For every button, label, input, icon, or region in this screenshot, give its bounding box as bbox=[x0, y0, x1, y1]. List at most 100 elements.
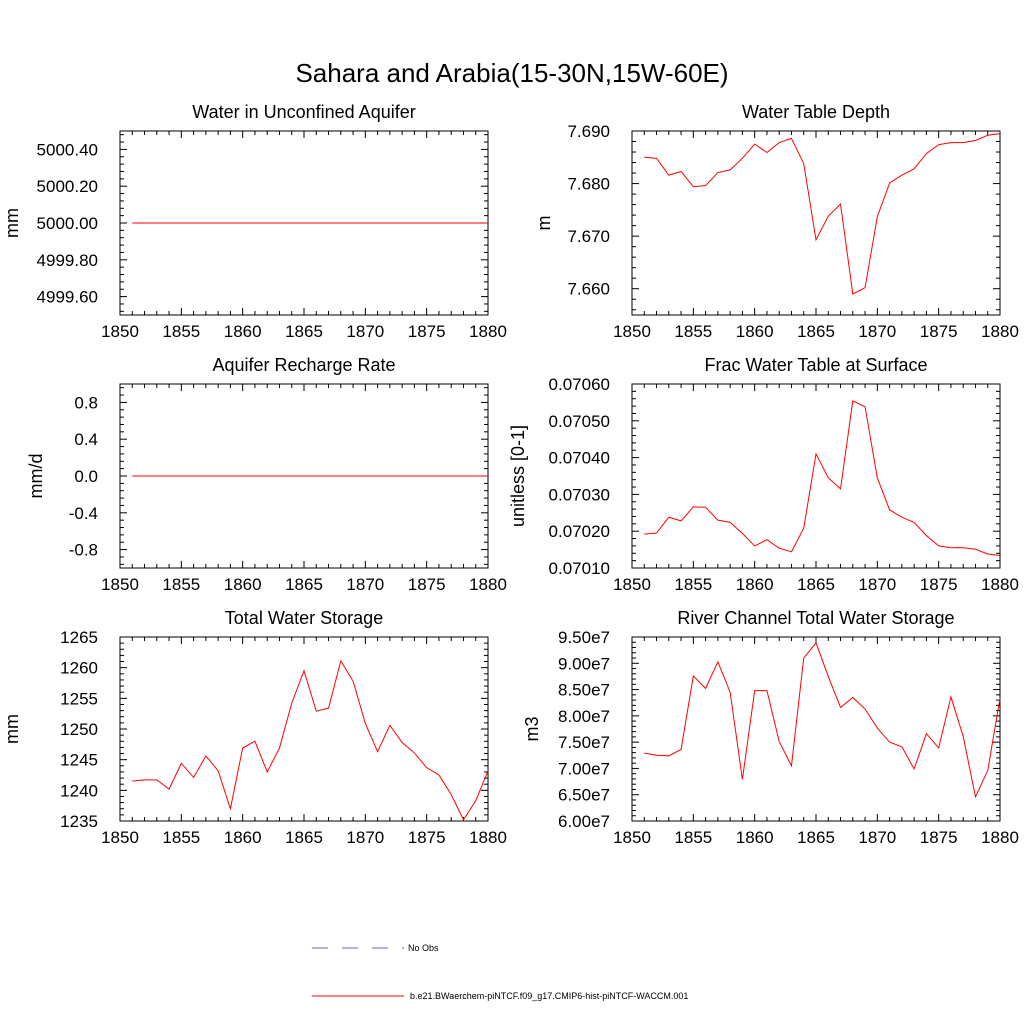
panel-river-channel-total-water-storage-series-line bbox=[644, 641, 1001, 799]
panel-frac-water-table-at-surface-x-tick-label: 1850 bbox=[613, 575, 651, 594]
panel-water-in-unconfined-aquifer-x-tick-label: 1850 bbox=[101, 322, 139, 341]
panel-river-channel-total-water-storage-y-tick-label: 7.00e7 bbox=[558, 759, 610, 778]
panel-water-table-depth-x-tick-label: 1870 bbox=[858, 322, 896, 341]
panel-aquifer-recharge-rate-x-tick-label: 1880 bbox=[469, 575, 507, 594]
panel-river-channel-total-water-storage-y-tick-label: 6.50e7 bbox=[558, 786, 610, 805]
panel-river-channel-total-water-storage-y-tick-label: 7.50e7 bbox=[558, 733, 610, 752]
panel-river-channel-total-water-storage-ylabel: m3 bbox=[522, 716, 542, 741]
panel-river-channel-total-water-storage-x-tick-label: 1880 bbox=[981, 828, 1019, 847]
panels: Water in Unconfined Aquifer 1850 1855 1860 1… bbox=[2, 102, 1019, 847]
panel-total-water-storage-title: Total Water Storage bbox=[225, 608, 383, 628]
panel-water-in-unconfined-aquifer-x-tick-label: 1855 bbox=[162, 322, 200, 341]
panel-frac-water-table-at-surface-series-line bbox=[644, 400, 1001, 556]
panel-water-table-depth-title: Water Table Depth bbox=[742, 102, 890, 122]
panel-water-in-unconfined-aquifer-x-tick-label: 1880 bbox=[469, 322, 507, 341]
panel-river-channel-total-water-storage-y-tick-label: 8.00e7 bbox=[558, 707, 610, 726]
panel-water-table-depth-x-tick-label: 1860 bbox=[736, 322, 774, 341]
panel-total-water-storage-x-tick-label: 1860 bbox=[224, 828, 262, 847]
panel-water-in-unconfined-aquifer-y-tick-label: 5000.20 bbox=[37, 177, 98, 196]
panel-river-channel-total-water-storage-x-tick-label: 1860 bbox=[736, 828, 774, 847]
legend: No Obs b.e21.BWaerchem-piNTCF.f09_g17.CM… bbox=[312, 943, 688, 1001]
panel-frac-water-table-at-surface-y-tick-label: 0.07010 bbox=[549, 559, 610, 578]
panel-aquifer-recharge-rate-x-tick-label: 1870 bbox=[346, 575, 384, 594]
panel-aquifer-recharge-rate-x-tick-label: 1865 bbox=[285, 575, 323, 594]
panel-total-water-storage-x-tick-label: 1870 bbox=[346, 828, 384, 847]
panel-total-water-storage-y-tick-label: 1265 bbox=[60, 628, 98, 647]
panel-total-water-storage-y-tick-label: 1260 bbox=[60, 659, 98, 678]
panel-river-channel-total-water-storage-y-tick-label: 8.50e7 bbox=[558, 681, 610, 700]
panel-river-channel-total-water-storage-frame bbox=[631, 636, 1001, 822]
panel-water-in-unconfined-aquifer: Water in Unconfined Aquifer 1850 1855 1860 1… bbox=[2, 102, 507, 341]
panel-water-table-depth-frame bbox=[631, 130, 1001, 316]
panel-water-in-unconfined-aquifer-y-tick-label: 4999.60 bbox=[37, 288, 98, 307]
panel-total-water-storage-y-tick-label: 1240 bbox=[60, 781, 98, 800]
panel-frac-water-table-at-surface-y-tick-label: 0.07050 bbox=[549, 412, 610, 431]
panel-river-channel-total-water-storage-x-tick-label: 1875 bbox=[920, 828, 958, 847]
panel-frac-water-table-at-surface-y-tick-label: 0.07020 bbox=[549, 522, 610, 541]
panel-river-channel-total-water-storage-x-tick-label: 1850 bbox=[613, 828, 651, 847]
panel-water-in-unconfined-aquifer-title: Water in Unconfined Aquifer bbox=[192, 102, 415, 122]
panel-water-in-unconfined-aquifer-y-tick-label: 5000.00 bbox=[37, 214, 98, 233]
panel-total-water-storage: Total Water Storage 1850 1855 1860 1865 1870 1… bbox=[2, 608, 507, 847]
panel-frac-water-table-at-surface-x-tick-label: 1865 bbox=[797, 575, 835, 594]
panel-river-channel-total-water-storage-x-tick-label: 1865 bbox=[797, 828, 835, 847]
panel-aquifer-recharge-rate-x-tick-label: 1855 bbox=[162, 575, 200, 594]
panel-total-water-storage-x-tick-label: 1850 bbox=[101, 828, 139, 847]
panel-river-channel-total-water-storage-y-tick-label: 9.00e7 bbox=[558, 654, 610, 673]
panel-river-channel-total-water-storage-y-tick-label: 6.00e7 bbox=[558, 812, 610, 831]
panel-water-table-depth-series-line bbox=[644, 133, 1001, 295]
panel-total-water-storage-y-tick-label: 1235 bbox=[60, 812, 98, 831]
panel-water-table-depth-ylabel: m bbox=[534, 216, 554, 231]
panel-river-channel-total-water-storage-title: River Channel Total Water Storage bbox=[677, 608, 954, 628]
panel-water-table-depth-x-tick-label: 1850 bbox=[613, 322, 651, 341]
panel-water-in-unconfined-aquifer-x-tick-label: 1865 bbox=[285, 322, 323, 341]
panel-frac-water-table-at-surface-y-tick-label: 0.07030 bbox=[549, 485, 610, 504]
panel-water-in-unconfined-aquifer-y-tick-label: 5000.40 bbox=[37, 140, 98, 159]
legend-label-model-run: b.e21.BWaerchem-piNTCF.f09_g17.CMIP6-his… bbox=[410, 991, 688, 1001]
panel-aquifer-recharge-rate-y-tick-label: -0.8 bbox=[69, 541, 98, 560]
panel-water-in-unconfined-aquifer-x-tick-label: 1860 bbox=[224, 322, 262, 341]
panel-aquifer-recharge-rate-x-tick-label: 1850 bbox=[101, 575, 139, 594]
panel-water-table-depth: Water Table Depth 1850 1855 1860 1865 1870 187… bbox=[534, 102, 1019, 341]
panel-river-channel-total-water-storage-x-tick-label: 1855 bbox=[674, 828, 712, 847]
panel-total-water-storage-series-line bbox=[132, 659, 489, 821]
panel-water-in-unconfined-aquifer-x-tick-label: 1875 bbox=[408, 322, 446, 341]
panel-total-water-storage-y-tick-label: 1255 bbox=[60, 689, 98, 708]
panel-total-water-storage-x-tick-label: 1875 bbox=[408, 828, 446, 847]
panel-aquifer-recharge-rate-y-tick-label: 0.8 bbox=[74, 393, 98, 412]
panel-aquifer-recharge-rate-title: Aquifer Recharge Rate bbox=[212, 355, 395, 375]
panel-aquifer-recharge-rate-ylabel: mm/d bbox=[26, 454, 46, 499]
panel-aquifer-recharge-rate-x-tick-label: 1875 bbox=[408, 575, 446, 594]
legend-label-no-obs: No Obs bbox=[408, 943, 439, 953]
panel-total-water-storage-x-tick-label: 1880 bbox=[469, 828, 507, 847]
panel-aquifer-recharge-rate: Aquifer Recharge Rate 1850 1855 1860 1865 187… bbox=[26, 355, 507, 594]
panel-frac-water-table-at-surface-frame bbox=[631, 383, 1001, 569]
panel-water-table-depth-x-tick-label: 1855 bbox=[674, 322, 712, 341]
panel-frac-water-table-at-surface-x-tick-label: 1875 bbox=[920, 575, 958, 594]
panel-total-water-storage-y-tick-label: 1250 bbox=[60, 720, 98, 739]
panel-water-table-depth-x-tick-label: 1875 bbox=[920, 322, 958, 341]
panel-water-table-depth-x-tick-label: 1880 bbox=[981, 322, 1019, 341]
panel-frac-water-table-at-surface-x-tick-label: 1855 bbox=[674, 575, 712, 594]
figure-title: Sahara and Arabia(15-30N,15W-60E) bbox=[295, 58, 728, 88]
panel-total-water-storage-frame bbox=[119, 636, 489, 822]
panel-water-in-unconfined-aquifer-ylabel: mm bbox=[2, 208, 22, 238]
panel-frac-water-table-at-surface-y-tick-label: 0.07040 bbox=[549, 449, 610, 468]
panel-aquifer-recharge-rate-x-tick-label: 1860 bbox=[224, 575, 262, 594]
panel-water-table-depth-y-tick-label: 7.670 bbox=[567, 227, 610, 246]
panel-frac-water-table-at-surface-ylabel: unitless [0-1] bbox=[508, 425, 528, 527]
panel-frac-water-table-at-surface: Frac Water Table at Surface 1850 1855 1860 1… bbox=[508, 355, 1019, 594]
panel-frac-water-table-at-surface-x-tick-label: 1880 bbox=[981, 575, 1019, 594]
panel-water-table-depth-x-tick-label: 1865 bbox=[797, 322, 835, 341]
panel-frac-water-table-at-surface-x-tick-label: 1870 bbox=[858, 575, 896, 594]
panel-total-water-storage-x-tick-label: 1855 bbox=[162, 828, 200, 847]
panel-water-in-unconfined-aquifer-y-tick-label: 4999.80 bbox=[37, 251, 98, 270]
panel-frac-water-table-at-surface-title: Frac Water Table at Surface bbox=[704, 355, 927, 375]
panel-aquifer-recharge-rate-y-tick-label: 0.0 bbox=[74, 467, 98, 486]
panel-frac-water-table-at-surface-x-tick-label: 1860 bbox=[736, 575, 774, 594]
panel-total-water-storage-ylabel: mm bbox=[2, 714, 22, 744]
panel-water-table-depth-y-tick-label: 7.680 bbox=[567, 175, 610, 194]
panel-river-channel-total-water-storage-x-tick-label: 1870 bbox=[858, 828, 896, 847]
panel-water-table-depth-y-tick-label: 7.690 bbox=[567, 122, 610, 141]
